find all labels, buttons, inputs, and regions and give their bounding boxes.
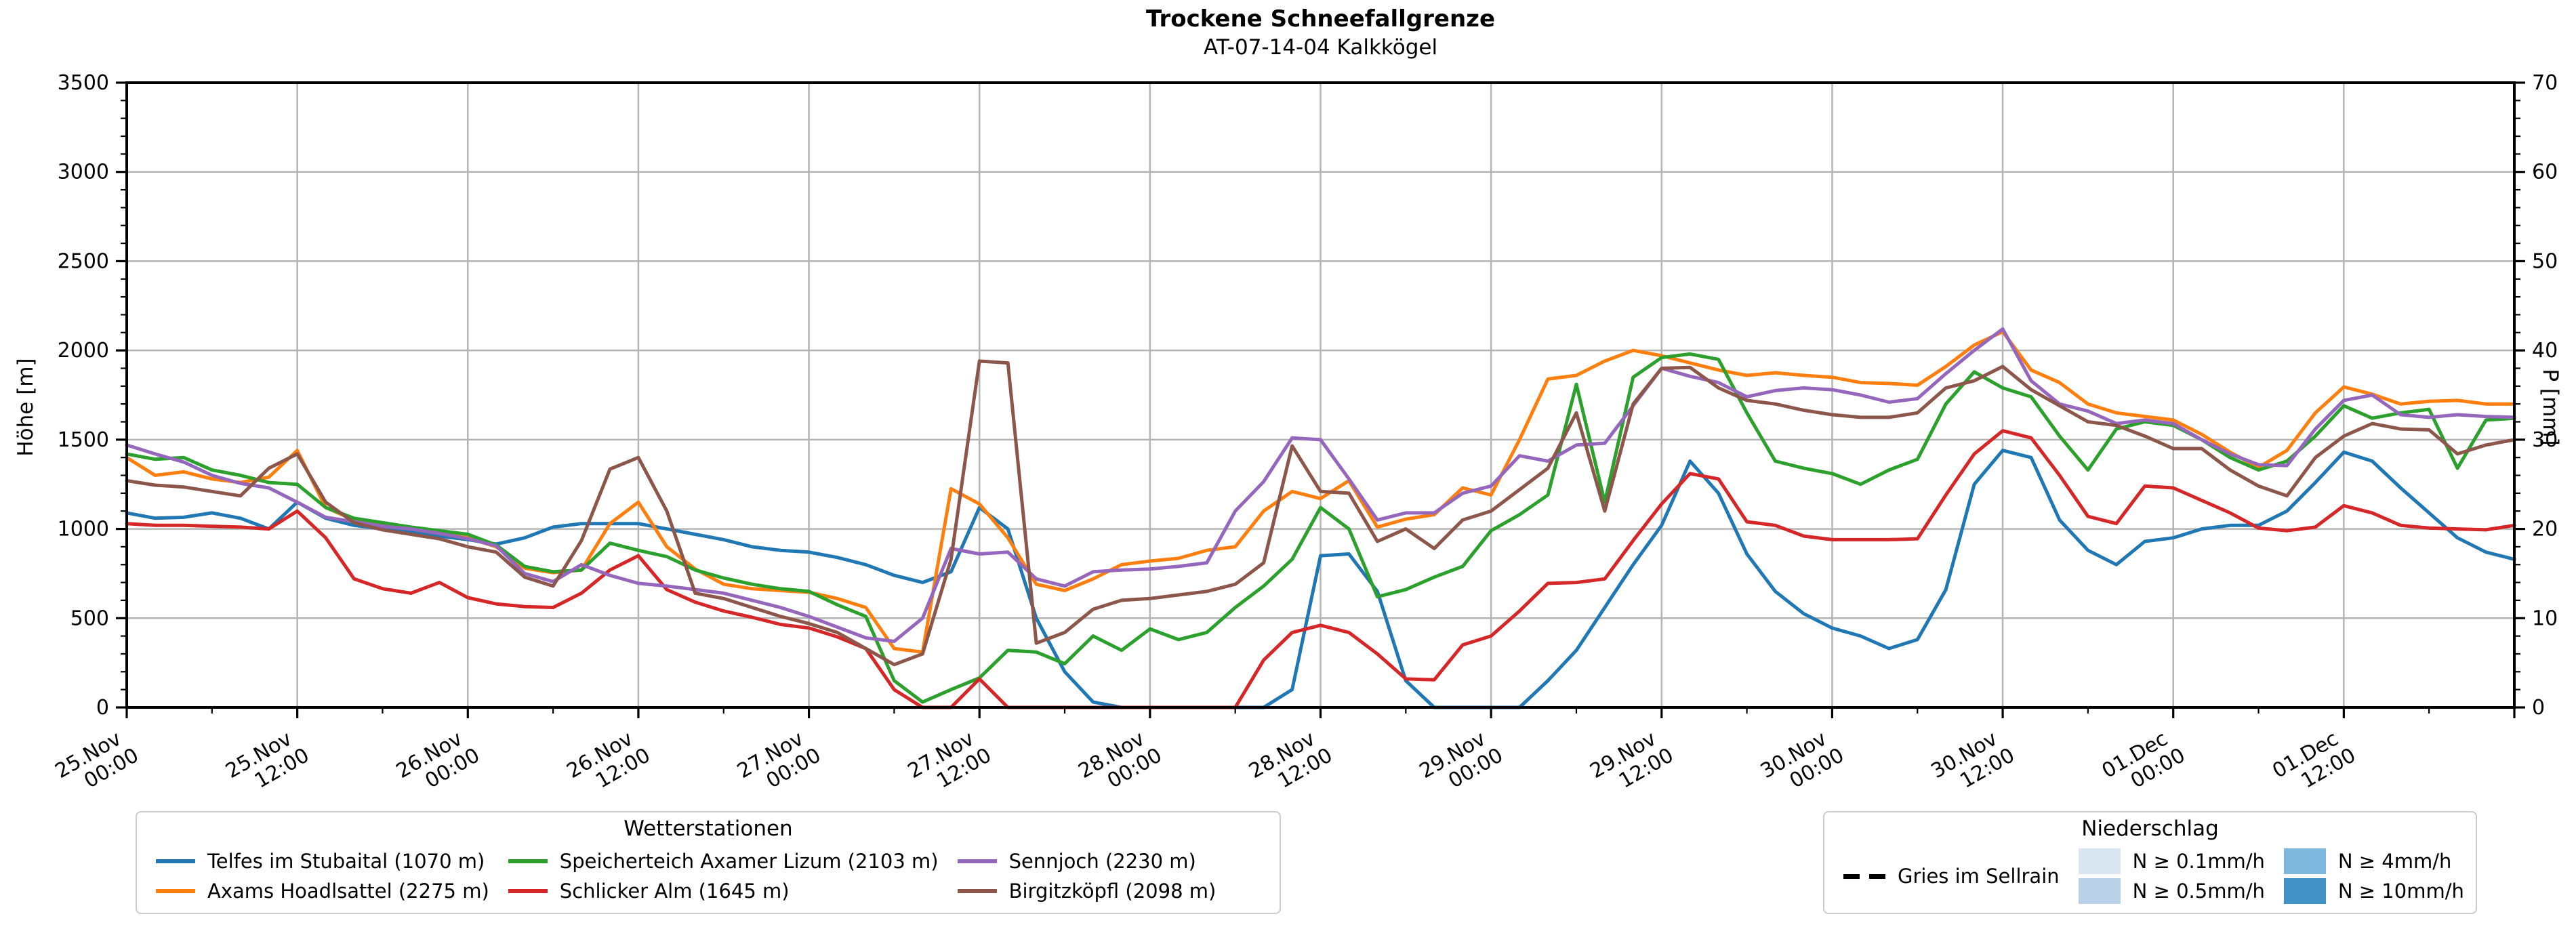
legend-line-swatch	[508, 859, 548, 863]
y-tick-label-right: 20	[2532, 518, 2558, 541]
legend-column: N ≥ 0.1mm/h N ≥ 0.5mm/h	[2060, 846, 2265, 906]
legend-column: Speicherteich Axamer Lizum (2103 m) Schli…	[489, 846, 939, 906]
legend-entry: Birgitzköpfl (2098 m)	[939, 876, 1217, 906]
legend-column: Gries im Sellrain	[1824, 846, 2060, 906]
series-line	[125, 327, 2516, 643]
legend-entry-label: N ≥ 4mm/h	[2337, 850, 2452, 873]
legend-entry-label: Telfes im Stubaital (1070 m)	[207, 850, 485, 873]
legend-entry: N ≥ 0.1mm/h	[2060, 846, 2265, 876]
legend-line-swatch	[156, 859, 195, 863]
legend-entry-label: Birgitzköpfl (2098 m)	[1008, 880, 1217, 903]
series-line	[125, 449, 2516, 709]
y-tick-label-right: 0	[2532, 696, 2545, 720]
legend-entry: Speicherteich Axamer Lizum (2103 m)	[489, 846, 939, 876]
legend-patch-swatch	[2283, 848, 2326, 874]
legend-entry: Telfes im Stubaital (1070 m)	[137, 846, 489, 876]
legend-patch-swatch	[2078, 848, 2121, 874]
legend-entry: N ≥ 4mm/h	[2265, 846, 2464, 876]
y-tick-label-right: 70	[2532, 71, 2558, 95]
legend-column: N ≥ 4mm/h N ≥ 10mm/h	[2265, 846, 2464, 906]
series-line	[125, 352, 2516, 704]
legend-line-swatch	[957, 889, 997, 893]
series-line	[125, 429, 2516, 709]
legend-entry-label: Gries im Sellrain	[1898, 865, 2060, 888]
legend-entry-label: Schlicker Alm (1645 m)	[559, 880, 790, 903]
legend-entry-label: Sennjoch (2230 m)	[1008, 850, 1196, 873]
y-tick-label-right: 50	[2532, 249, 2558, 273]
y-tick-label-left: 2500	[58, 249, 109, 273]
legend-wetterstationen-entries: Telfes im Stubaital (1070 m) Axams Hoadls…	[137, 846, 1280, 906]
legend-entry-label: N ≥ 0.5mm/h	[2132, 880, 2265, 903]
y-tick-label-left: 1000	[58, 518, 109, 541]
legend-entry-label: Speicherteich Axamer Lizum (2103 m)	[559, 850, 939, 873]
legend-entry: N ≥ 0.5mm/h	[2060, 876, 2265, 906]
y-tick-label-right: 40	[2532, 339, 2558, 363]
series-line	[125, 330, 2516, 654]
legend-entry: Axams Hoadlsattel (2275 m)	[137, 876, 489, 906]
legend-niederschlag-title: Niederschlag	[2081, 817, 2219, 841]
y-tick-label-left: 3000	[58, 161, 109, 184]
y-tick-label-left: 0	[96, 696, 109, 720]
y-tick-label-left: 500	[70, 606, 109, 630]
legend-entry: Sennjoch (2230 m)	[939, 846, 1217, 876]
legend-line-swatch	[957, 859, 997, 863]
legend-entry: Gries im Sellrain	[1824, 846, 2060, 906]
legend-entry: Schlicker Alm (1645 m)	[489, 876, 939, 906]
y-tick-label-left: 3500	[58, 71, 109, 95]
legend-entry: N ≥ 10mm/h	[2265, 876, 2464, 906]
chart-subtitle: AT-07-14-04 Kalkkögel	[1203, 35, 1438, 60]
legend-entry-label: N ≥ 0.1mm/h	[2132, 850, 2265, 873]
legend-niederschlag-entries: Gries im Sellrain N ≥ 0.1mm/h N ≥ 0.5mm/h N…	[1824, 846, 2476, 906]
legend-column: Sennjoch (2230 m) Birgitzköpfl (2098 m)	[939, 846, 1217, 906]
legend-entry-label: Axams Hoadlsattel (2275 m)	[207, 880, 489, 903]
y-tick-label-left: 2000	[58, 339, 109, 363]
dashed-line-swatch	[1843, 873, 1885, 879]
y-tick-label-right: 60	[2532, 161, 2558, 184]
legend-patch-swatch	[2078, 878, 2121, 904]
legend-niederschlag: Niederschlag Gries im Sellrain N ≥ 0.1mm/…	[1823, 811, 2477, 914]
legend-line-swatch	[156, 889, 195, 893]
legend-wetterstationen-title: Wetterstationen	[623, 817, 793, 841]
legend-wetterstationen: Wetterstationen Telfes im Stubaital (107…	[136, 811, 1281, 914]
legend-entry-label: N ≥ 10mm/h	[2337, 880, 2464, 903]
chart-title: Trockene Schneefallgrenze	[1145, 5, 1496, 33]
legend-patch-swatch	[2283, 878, 2326, 904]
legend-line-swatch	[508, 889, 548, 893]
y-tick-label-left: 1500	[58, 428, 109, 452]
series-line	[125, 359, 2516, 667]
y-tick-label-right: 10	[2532, 606, 2558, 630]
y-tick-label-right: 30	[2532, 428, 2558, 452]
legend-column: Telfes im Stubaital (1070 m) Axams Hoadls…	[137, 846, 489, 906]
